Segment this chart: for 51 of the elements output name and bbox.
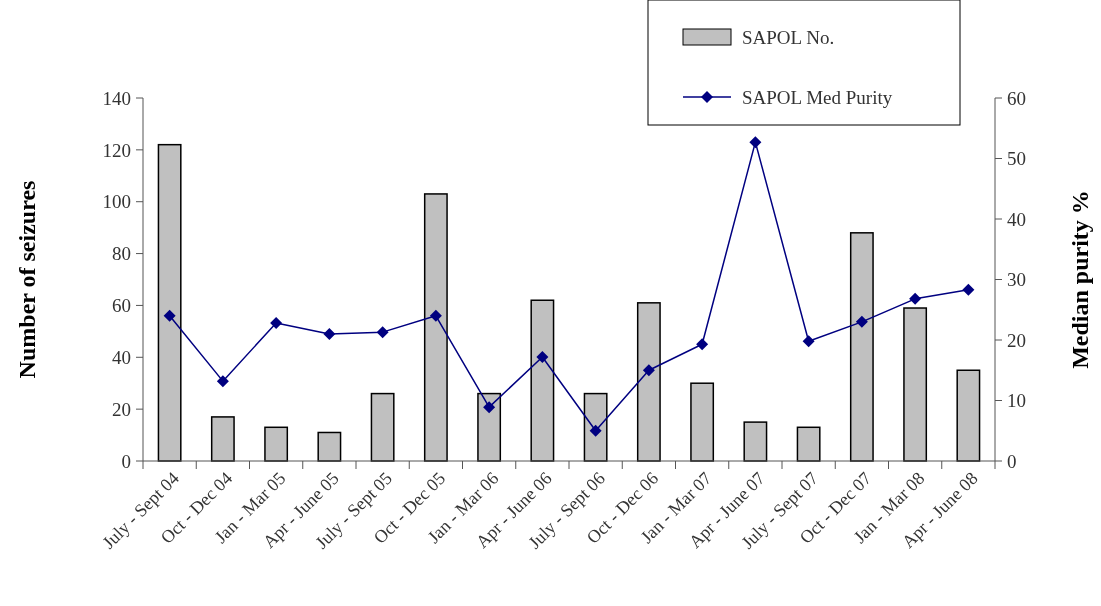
bar [743, 421, 768, 462]
point [909, 292, 922, 305]
y-tick-label: 20 [112, 398, 131, 420]
bar [317, 431, 342, 462]
point [855, 315, 868, 328]
bar [477, 392, 502, 462]
bar [636, 302, 661, 462]
point [429, 309, 442, 322]
y-tick-label: 100 [102, 191, 131, 213]
point [323, 327, 336, 340]
point [216, 375, 229, 388]
y-tick-label: 60 [112, 295, 131, 317]
point [270, 317, 283, 330]
y-tick-label: 140 [102, 87, 131, 109]
y2-tick-label: 50 [1007, 148, 1026, 170]
y-tick-label: 120 [102, 139, 131, 161]
y2-tick-label: 10 [1007, 390, 1026, 412]
point [802, 335, 815, 348]
y2-tick-label: 0 [1007, 450, 1017, 472]
point [749, 136, 762, 149]
point [376, 326, 389, 339]
point [962, 283, 975, 296]
point [163, 309, 176, 322]
y2-tick-label: 30 [1007, 269, 1026, 291]
y2-tick-label: 20 [1007, 329, 1026, 351]
point [589, 424, 602, 437]
point [696, 338, 709, 351]
bar [210, 416, 235, 462]
y2-tick-label: 60 [1007, 87, 1026, 109]
bar [903, 307, 928, 462]
legend-label: SAPOL Med Purity [742, 86, 893, 108]
legend-label: SAPOL No. [742, 26, 835, 48]
point [536, 350, 549, 363]
bar [849, 232, 874, 462]
point [642, 364, 655, 377]
bar [690, 382, 715, 462]
y2-axis-title: Median purity % [1067, 190, 1093, 369]
bar [423, 193, 448, 462]
y-axis-title: Number of seizures [14, 180, 40, 379]
y2-tick-label: 40 [1007, 208, 1026, 230]
bar [583, 392, 608, 462]
bar [157, 143, 182, 462]
y-tick-label: 80 [112, 243, 131, 265]
point [483, 401, 496, 414]
bar [530, 299, 555, 462]
bar [370, 392, 395, 462]
y-tick-label: 40 [112, 346, 131, 368]
bar [956, 369, 981, 462]
bar [264, 426, 289, 462]
bar [796, 426, 821, 462]
y-tick-label: 0 [121, 450, 131, 472]
